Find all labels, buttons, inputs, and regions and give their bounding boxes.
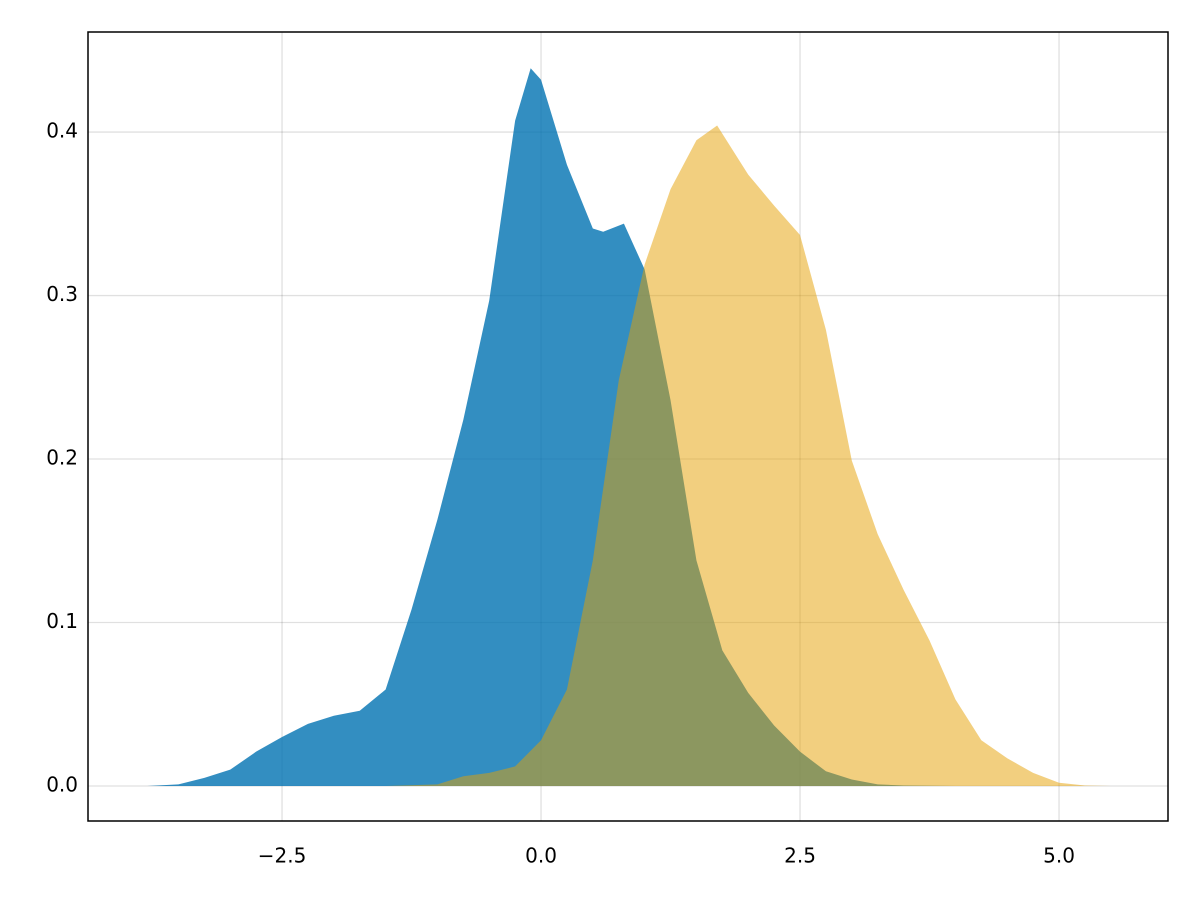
- plot-area: [147, 68, 1111, 787]
- x-tick-label: 5.0: [1043, 844, 1075, 868]
- x-tick-label: 2.5: [784, 844, 816, 868]
- x-tick-label: 0.0: [525, 844, 557, 868]
- density-area: [147, 68, 956, 787]
- y-tick-label: 0.3: [46, 282, 78, 306]
- y-tick-label: 0.4: [46, 119, 78, 143]
- density-area: [385, 125, 1111, 787]
- x-tick-label: −2.5: [258, 844, 307, 868]
- y-tick-label: 0.0: [46, 773, 78, 797]
- axes-frame: [87, 31, 1169, 822]
- y-tick-label: 0.2: [46, 446, 78, 470]
- y-tick-label: 0.1: [46, 609, 78, 633]
